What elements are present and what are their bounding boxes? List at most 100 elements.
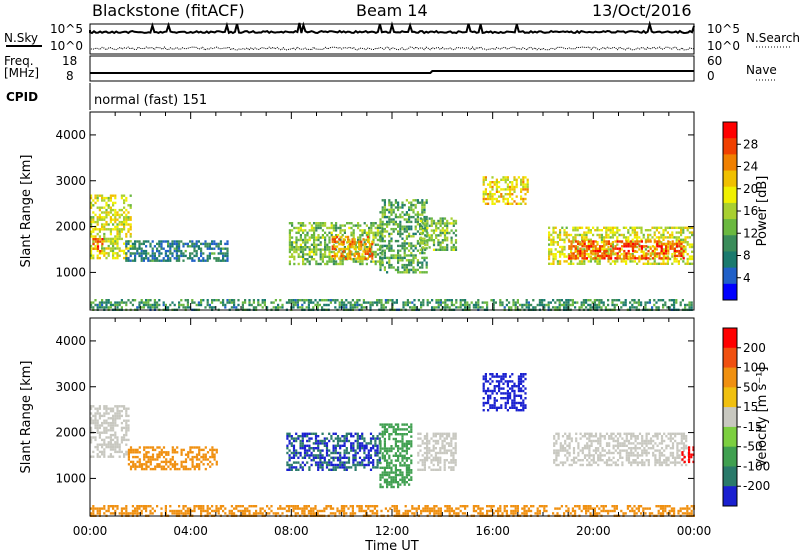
- cell: [598, 301, 601, 304]
- cell: [206, 257, 209, 260]
- cell: [241, 301, 244, 304]
- cell: [200, 455, 203, 459]
- cell: [631, 306, 634, 309]
- cell: [354, 260, 357, 263]
- cell: [354, 246, 357, 249]
- cell: [381, 246, 384, 249]
- cell: [250, 303, 253, 307]
- cell: [491, 202, 494, 205]
- cell: [434, 442, 437, 445]
- cell: [452, 231, 455, 235]
- cell: [677, 260, 680, 263]
- cell: [673, 301, 676, 304]
- cell: [151, 259, 154, 262]
- cell: [560, 299, 563, 302]
- cell: [295, 236, 298, 239]
- cell: [138, 245, 141, 248]
- cell: [532, 306, 535, 309]
- cell: [325, 444, 329, 447]
- cell: [306, 449, 309, 452]
- cell: [464, 301, 467, 304]
- cell: [363, 447, 366, 450]
- cell: [632, 247, 635, 250]
- cell: [426, 449, 429, 452]
- cell: [553, 437, 556, 440]
- cell: [605, 236, 608, 239]
- cell: [345, 466, 348, 469]
- cell: [629, 301, 632, 304]
- cell: [319, 224, 322, 227]
- cell: [434, 451, 437, 455]
- cell: [596, 226, 599, 229]
- cell: [90, 438, 93, 442]
- cell: [417, 461, 420, 464]
- cell: [123, 225, 126, 229]
- cell: [299, 248, 302, 251]
- cell: [109, 211, 112, 214]
- cell: [103, 421, 106, 425]
- cell: [317, 463, 320, 467]
- cell: [308, 262, 311, 266]
- cell: [171, 446, 174, 449]
- cell: [515, 406, 518, 409]
- cell: [103, 306, 106, 309]
- cell: [116, 256, 119, 260]
- cell: [319, 255, 322, 258]
- cell: [632, 242, 635, 246]
- cell: [169, 303, 172, 307]
- cell: [561, 245, 564, 249]
- cell: [379, 256, 382, 260]
- cell: [448, 466, 451, 469]
- cell: [105, 299, 108, 302]
- cell: [623, 245, 626, 248]
- cell: [656, 252, 659, 255]
- cell: [416, 249, 419, 252]
- cell: [386, 208, 389, 212]
- cell: [576, 229, 579, 232]
- cell: [387, 301, 390, 304]
- cell: [323, 461, 326, 464]
- cell: [381, 263, 384, 267]
- cell: [399, 461, 402, 465]
- cell: [317, 444, 320, 447]
- cell: [509, 397, 512, 400]
- cell: [103, 301, 106, 304]
- cell: [321, 258, 324, 261]
- cell: [423, 247, 426, 250]
- cell: [596, 260, 599, 263]
- cell: [386, 481, 389, 484]
- cell: [615, 299, 618, 302]
- cell: [601, 449, 604, 452]
- cell: [379, 258, 382, 261]
- cell: [583, 254, 586, 258]
- cell: [333, 252, 336, 255]
- cell: [401, 473, 404, 477]
- cell: [360, 240, 363, 243]
- cell: [379, 244, 382, 248]
- cell: [589, 231, 592, 234]
- cell: [576, 262, 579, 265]
- cell: [426, 241, 429, 244]
- cell: [570, 262, 573, 265]
- cell: [184, 249, 187, 253]
- cell: [585, 249, 588, 253]
- cell: [96, 206, 99, 209]
- cell: [601, 252, 604, 255]
- cell: [390, 211, 393, 214]
- cell: [219, 259, 222, 262]
- cell: [548, 248, 551, 251]
- cell: [369, 247, 372, 251]
- cell: [481, 306, 484, 309]
- cell: [423, 468, 426, 471]
- cell: [176, 463, 179, 466]
- cell: [92, 220, 95, 224]
- cell: [408, 440, 411, 443]
- cell: [164, 303, 167, 307]
- cell: [358, 435, 362, 438]
- cell: [587, 238, 590, 241]
- colorbar-swatch: [723, 138, 737, 155]
- cell: [129, 194, 132, 197]
- cell: [344, 257, 347, 260]
- cell: [564, 447, 567, 450]
- cell: [568, 442, 571, 445]
